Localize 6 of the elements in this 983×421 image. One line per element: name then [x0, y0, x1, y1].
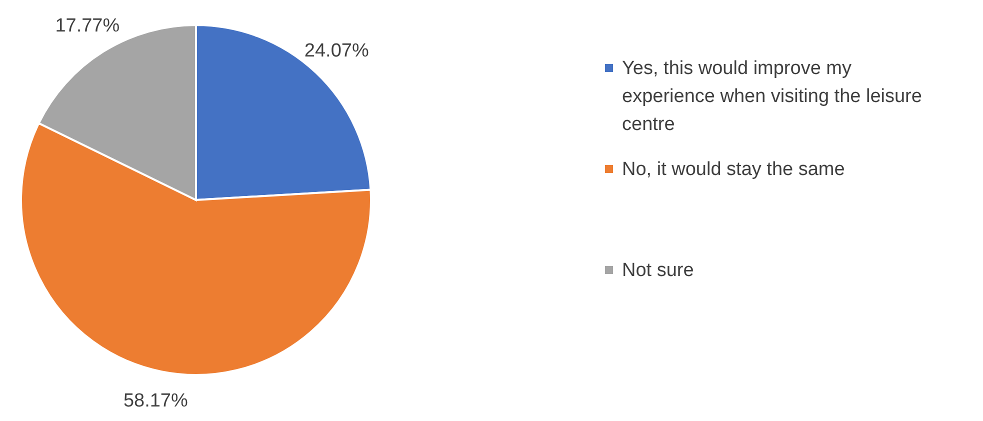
legend-label: Yes, this would improve my experience when visiting the leisure centre — [622, 58, 922, 134]
data-label: 24.07% — [304, 40, 369, 62]
legend-label: No, it would stay the same — [622, 158, 845, 180]
data-label: 58.17% — [123, 390, 188, 412]
legend-label: Not sure — [622, 260, 694, 280]
data-label: 17.77% — [55, 16, 120, 37]
